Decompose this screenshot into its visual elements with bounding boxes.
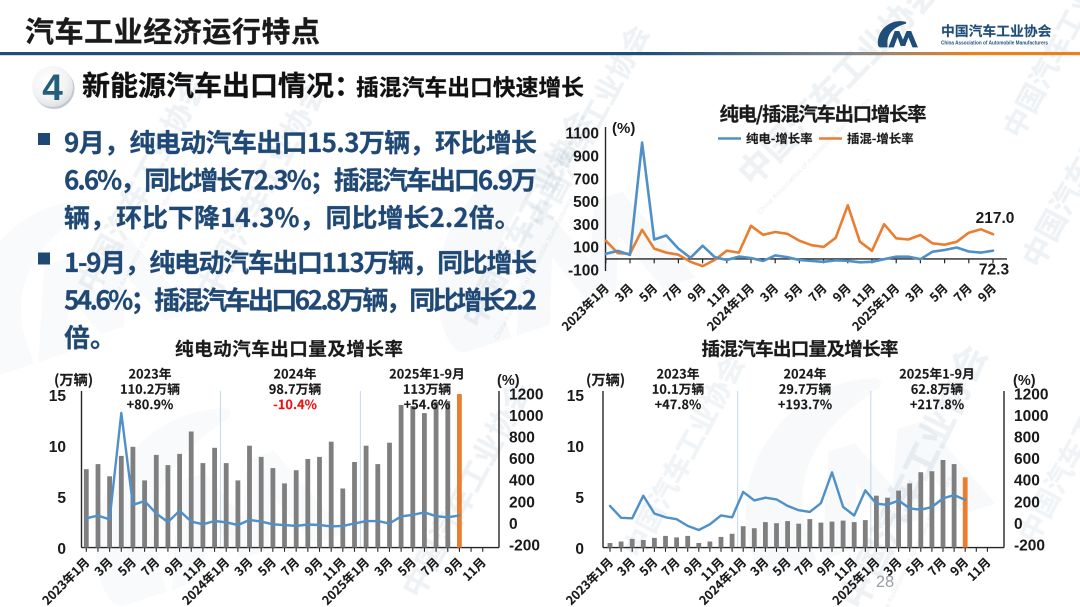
svg-text:5: 5 — [57, 490, 66, 507]
svg-text:(%): (%) — [497, 373, 520, 389]
svg-text:800: 800 — [1014, 430, 1040, 447]
svg-text:100: 100 — [573, 240, 599, 257]
svg-text:700: 700 — [573, 171, 599, 188]
svg-text:-200: -200 — [509, 538, 540, 555]
svg-text:300: 300 — [573, 217, 599, 234]
svg-text:1100: 1100 — [565, 126, 599, 143]
svg-text:10: 10 — [49, 439, 66, 456]
svg-text:400: 400 — [509, 473, 535, 490]
svg-text:4: 4 — [42, 67, 63, 108]
svg-text:800: 800 — [509, 430, 535, 447]
svg-text:15: 15 — [567, 388, 585, 405]
svg-text:-200: -200 — [1014, 538, 1045, 555]
svg-text:5: 5 — [575, 490, 584, 507]
svg-text:500: 500 — [573, 194, 599, 211]
svg-text:200: 200 — [1014, 494, 1040, 511]
svg-text:0: 0 — [57, 541, 66, 558]
svg-text:28: 28 — [876, 573, 894, 591]
svg-text:15: 15 — [49, 388, 67, 405]
svg-text:China Association of Automobil: China Association of Automobile Manufact… — [941, 41, 1048, 47]
svg-text:(%): (%) — [1013, 373, 1036, 389]
svg-text:1200: 1200 — [1014, 386, 1048, 403]
svg-text:1000: 1000 — [1014, 408, 1048, 425]
svg-text:900: 900 — [573, 149, 599, 166]
svg-text:1000: 1000 — [509, 408, 543, 425]
svg-text:1200: 1200 — [509, 386, 543, 403]
svg-text:200: 200 — [509, 494, 535, 511]
svg-text:(%): (%) — [612, 120, 635, 137]
svg-text:0: 0 — [1014, 516, 1023, 533]
svg-text:600: 600 — [1014, 451, 1040, 468]
svg-text:0: 0 — [575, 541, 584, 558]
svg-text:10: 10 — [567, 439, 584, 456]
svg-text:72.3: 72.3 — [979, 262, 1010, 279]
svg-text:-100: -100 — [568, 263, 599, 280]
svg-text:217.0: 217.0 — [976, 210, 1015, 227]
svg-text:400: 400 — [1014, 473, 1040, 490]
svg-text:0: 0 — [509, 516, 518, 533]
svg-text:600: 600 — [509, 451, 535, 468]
